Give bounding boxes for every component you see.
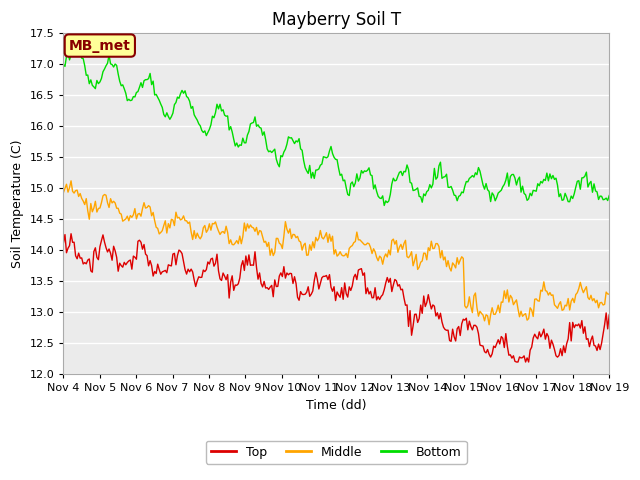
Top (300, 292, 307, 298)
Top (67, 231, 75, 237)
Top (242, 253, 250, 259)
Top (605, 312, 613, 318)
Middle (242, 228, 250, 234)
Text: MB_met: MB_met (69, 38, 131, 52)
Middle (300, 242, 307, 248)
Bottom (72, 45, 79, 51)
Top (513, 359, 520, 365)
Top (578, 318, 586, 324)
Line: Middle: Middle (63, 181, 609, 325)
Bottom (300, 157, 307, 163)
Middle (578, 286, 586, 291)
Bottom (242, 140, 250, 146)
Bottom (128, 97, 136, 103)
Middle (224, 229, 232, 235)
X-axis label: Time (dd): Time (dd) (306, 399, 367, 412)
Middle (605, 291, 613, 297)
Line: Bottom: Bottom (63, 48, 609, 205)
Top (128, 266, 136, 272)
Line: Top: Top (63, 234, 609, 362)
Middle (251, 228, 259, 234)
Bottom (251, 114, 259, 120)
Legend: Top, Middle, Bottom: Top, Middle, Bottom (206, 441, 467, 464)
Middle (60, 190, 67, 195)
Top (60, 240, 67, 246)
Title: Mayberry Soil T: Mayberry Soil T (272, 11, 401, 29)
Top (224, 272, 232, 277)
Bottom (60, 61, 67, 67)
Bottom (380, 203, 388, 208)
Bottom (605, 192, 613, 198)
Middle (67, 178, 75, 184)
Bottom (224, 113, 232, 119)
Top (251, 249, 259, 255)
Middle (128, 215, 136, 220)
Y-axis label: Soil Temperature (C): Soil Temperature (C) (11, 140, 24, 268)
Bottom (578, 175, 586, 181)
Middle (485, 322, 493, 328)
